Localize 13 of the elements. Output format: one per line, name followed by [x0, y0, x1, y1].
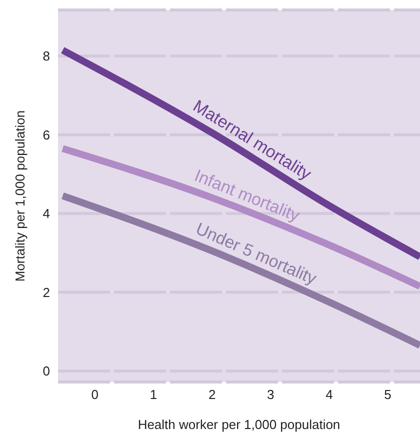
x-tick-label: 1 — [150, 387, 158, 402]
y-axis-title: Mortality per 1,000 population — [12, 110, 28, 282]
x-tick-label: 4 — [326, 387, 333, 402]
y-tick-label: 0 — [42, 364, 50, 379]
x-tick-label: 3 — [267, 387, 274, 402]
y-tick-label: 4 — [42, 206, 50, 222]
x-tick-label: 0 — [91, 387, 99, 402]
x-tick-label: 2 — [208, 387, 216, 402]
y-tick-label: 8 — [42, 48, 50, 64]
y-tick-label: 6 — [42, 127, 50, 142]
x-tick-label: 5 — [384, 387, 392, 402]
x-axis-title: Health worker per 1,000 population — [138, 417, 340, 432]
y-tick-label: 2 — [42, 284, 50, 300]
